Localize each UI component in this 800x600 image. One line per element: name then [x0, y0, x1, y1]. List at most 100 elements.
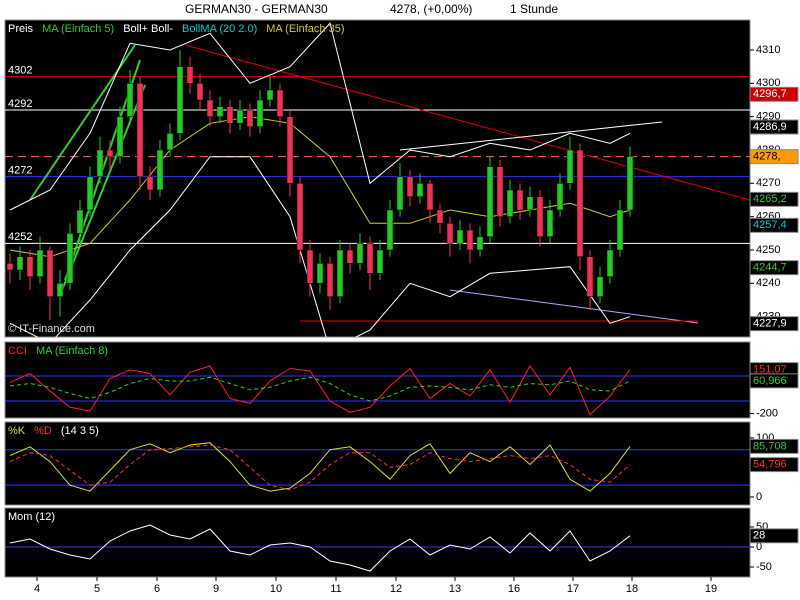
price-label: 28 [753, 530, 765, 542]
candle-body [556, 183, 564, 211]
candle-body [236, 109, 244, 124]
level-label: 4272 [8, 165, 32, 177]
candle-body [86, 176, 94, 211]
price-label: 4257,4 [753, 219, 787, 231]
indicator-line [9, 524, 631, 572]
candle-body [76, 209, 84, 234]
y-tick-label: -200 [756, 407, 778, 419]
x-tick-label: 13 [449, 583, 461, 595]
panel: 4310430042904280427042604250424042304302… [4, 19, 799, 338]
candle-body [446, 223, 454, 244]
trend-line [399, 121, 663, 151]
candle-body [596, 276, 604, 297]
overlay-line [9, 22, 631, 211]
candle-body [336, 249, 344, 297]
price-label-box [749, 86, 799, 102]
candle-body [126, 83, 134, 117]
candle-body [36, 249, 44, 277]
candle-body [546, 209, 554, 237]
y-tick-label: 4310 [756, 44, 780, 56]
y-tick-label: 4300 [756, 77, 780, 89]
candle-body [526, 196, 534, 211]
candle-body [386, 209, 394, 251]
x-tick-label: 19 [705, 583, 717, 595]
candle-body [606, 249, 614, 277]
candle-body [186, 66, 194, 84]
price-label: 151,07 [753, 364, 787, 376]
candle-body [286, 116, 294, 184]
candle-body [626, 156, 634, 211]
x-tick-label: 17 [567, 583, 579, 595]
panel-background [4, 507, 751, 578]
candle-body [306, 249, 314, 284]
trend-line [449, 289, 699, 324]
y-tick-label: 0 [756, 541, 762, 553]
panel-background [4, 421, 751, 506]
candle-body [66, 233, 74, 284]
plot-area [5, 524, 750, 572]
candle-body [156, 149, 164, 191]
candle-body [146, 176, 154, 191]
x-tick-label: 12 [390, 583, 402, 595]
price-label: 4227,9 [753, 318, 787, 330]
y-tick-label: 4250 [756, 244, 780, 256]
legend-entry: %K [8, 425, 26, 437]
legend-entry: CCI [8, 345, 27, 357]
x-tick-label: 9 [213, 583, 219, 595]
candle-body [136, 83, 144, 177]
candle-body [536, 196, 544, 237]
candle-body [616, 209, 624, 251]
candle-body [566, 149, 574, 184]
candle-body [106, 149, 114, 157]
candle-body [316, 263, 324, 284]
price-label-box [749, 373, 799, 389]
level-label: 4252 [8, 231, 32, 243]
price-label: 54,796 [753, 459, 787, 471]
price-label: 4296,7 [753, 88, 787, 100]
legend-entry: MA (Einfach 35) [266, 23, 344, 35]
candle-body [416, 183, 424, 197]
candle-body [586, 256, 594, 297]
candle-body [16, 256, 24, 271]
x-tick-label: 6 [154, 583, 160, 595]
candle-body [296, 183, 304, 251]
legend-entry: Mom (12) [8, 511, 55, 523]
candle-body [486, 166, 494, 237]
legend-entry: Boll+ Boll- [123, 23, 173, 35]
trend-line [59, 84, 146, 296]
legend-entry: BollMA (20 2.0) [182, 23, 257, 35]
price-label-box [749, 260, 799, 276]
price-label-box [749, 316, 799, 332]
candle-body [506, 189, 514, 217]
indicator-line [9, 444, 631, 491]
period: 1 Stunde [510, 2, 558, 16]
plot-area [5, 365, 750, 416]
candle-body [6, 263, 14, 271]
candle-body [46, 249, 54, 297]
candle-body [436, 209, 444, 224]
price-label: 4278, [753, 151, 781, 163]
panel-background [4, 19, 751, 338]
price-label: 60,966 [753, 375, 787, 387]
candle-body [216, 106, 224, 117]
x-tick-label: 18 [626, 583, 638, 595]
candle-body [116, 116, 124, 157]
x-tick-label: 5 [94, 583, 100, 595]
candle-body [516, 189, 524, 211]
legend-entry: MA (Einfach 5) [42, 23, 114, 35]
overlay-line [9, 116, 631, 258]
y-tick-label: -50 [756, 561, 772, 573]
candle-body [346, 249, 354, 264]
price-label-box [749, 119, 799, 135]
candle-body [476, 236, 484, 251]
plot-area [5, 22, 750, 337]
candle-body [276, 89, 284, 117]
candle-body [176, 66, 184, 134]
candle-body [396, 176, 404, 211]
candle-body [206, 99, 214, 117]
candle-body [56, 283, 64, 297]
price-label-box [749, 217, 799, 233]
